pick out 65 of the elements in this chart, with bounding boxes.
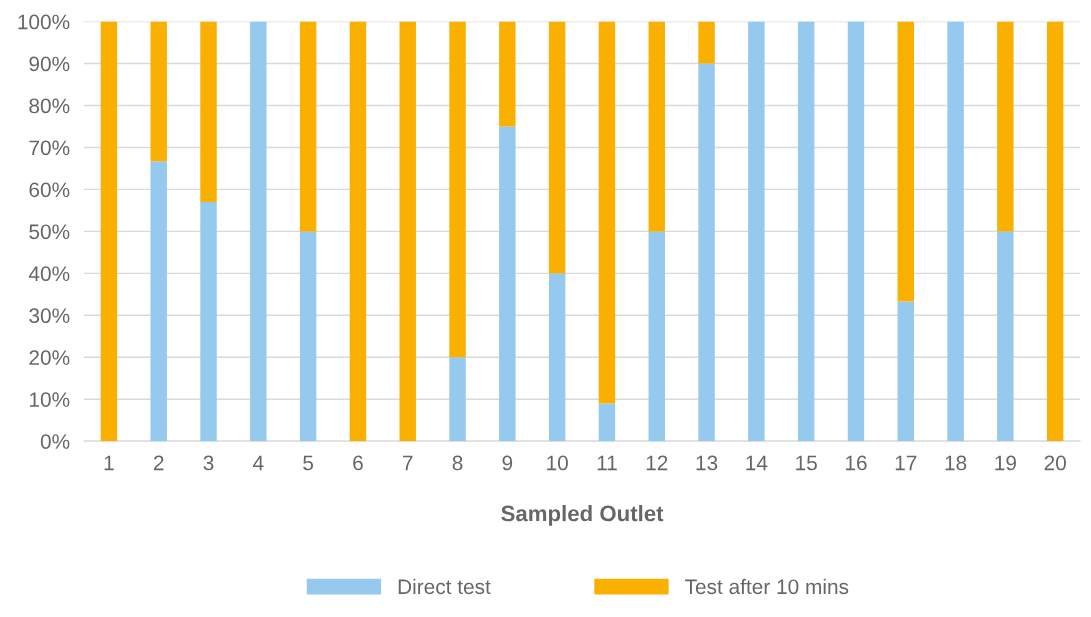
- x-tick-label: 10: [547, 455, 568, 471]
- y-tick-label: 100%: [18, 14, 70, 30]
- bar: [399, 21, 416, 442]
- x-tick-label: 1: [104, 455, 114, 471]
- bar: [698, 63, 715, 442]
- bar: [648, 21, 665, 232]
- bar: [499, 126, 516, 442]
- x-tick-label: 17: [895, 455, 917, 471]
- x-tick-label: 12: [646, 455, 668, 471]
- x-tick-label: 4: [253, 455, 264, 471]
- x-tick-label: 5: [303, 455, 314, 471]
- bar: [847, 21, 865, 442]
- bar: [100, 21, 118, 442]
- bar: [299, 231, 317, 442]
- y-tick-label: 70%: [29, 140, 70, 156]
- x-tick-label: 8: [452, 455, 463, 471]
- x-tick-label: 18: [945, 455, 967, 471]
- bar: [150, 161, 167, 442]
- bar: [299, 21, 317, 232]
- x-tick-label: 2: [153, 455, 164, 471]
- x-tick-label: 15: [796, 455, 817, 471]
- bar: [947, 21, 964, 442]
- x-tick-label: 20: [1044, 455, 1066, 471]
- y-tick-label: 90%: [29, 56, 70, 72]
- x-tick-label: 9: [502, 455, 513, 471]
- bar: [548, 21, 566, 274]
- y-tick-label: 60%: [29, 182, 70, 198]
- y-tick-label: 20%: [29, 350, 70, 365]
- y-tick-label: 80%: [29, 98, 70, 114]
- y-tick-label: 30%: [29, 308, 70, 324]
- bar: [449, 357, 466, 442]
- x-tick-label: 14: [746, 455, 768, 471]
- bar: [150, 21, 167, 162]
- bar: [698, 21, 715, 64]
- x-tick-label: 19: [995, 455, 1016, 471]
- bar: [997, 231, 1014, 442]
- bar: [548, 273, 566, 442]
- x-tick-label: 7: [403, 455, 413, 471]
- y-tick-label: 40%: [28, 266, 70, 282]
- x-tick-label: 13: [696, 455, 718, 471]
- x-tick-label: 16: [845, 455, 867, 471]
- y-tick-label: 10%: [30, 392, 70, 407]
- bar: [449, 21, 466, 358]
- bar: [797, 21, 815, 442]
- bar: [499, 21, 516, 127]
- legend-label: Test after 10 mins: [685, 578, 849, 595]
- x-axis-title: Sampled Outlet: [501, 505, 664, 526]
- bar: [897, 301, 914, 442]
- x-tick-label: 3: [203, 455, 214, 471]
- bar: [200, 21, 217, 203]
- bar: [349, 21, 367, 442]
- bar: [250, 21, 267, 442]
- y-tick-label: 0%: [40, 434, 70, 449]
- bar: [598, 21, 616, 404]
- bar: [200, 202, 217, 442]
- bar: [1046, 21, 1064, 442]
- bar: [598, 403, 616, 442]
- legend-label: Direct test: [398, 578, 491, 595]
- bar: [648, 231, 665, 442]
- bar: [997, 21, 1014, 232]
- x-tick-label: 6: [353, 455, 363, 471]
- y-tick-label: 50%: [29, 224, 70, 240]
- bar: [748, 21, 765, 442]
- bar: [897, 21, 914, 302]
- x-tick-label: 11: [597, 455, 617, 471]
